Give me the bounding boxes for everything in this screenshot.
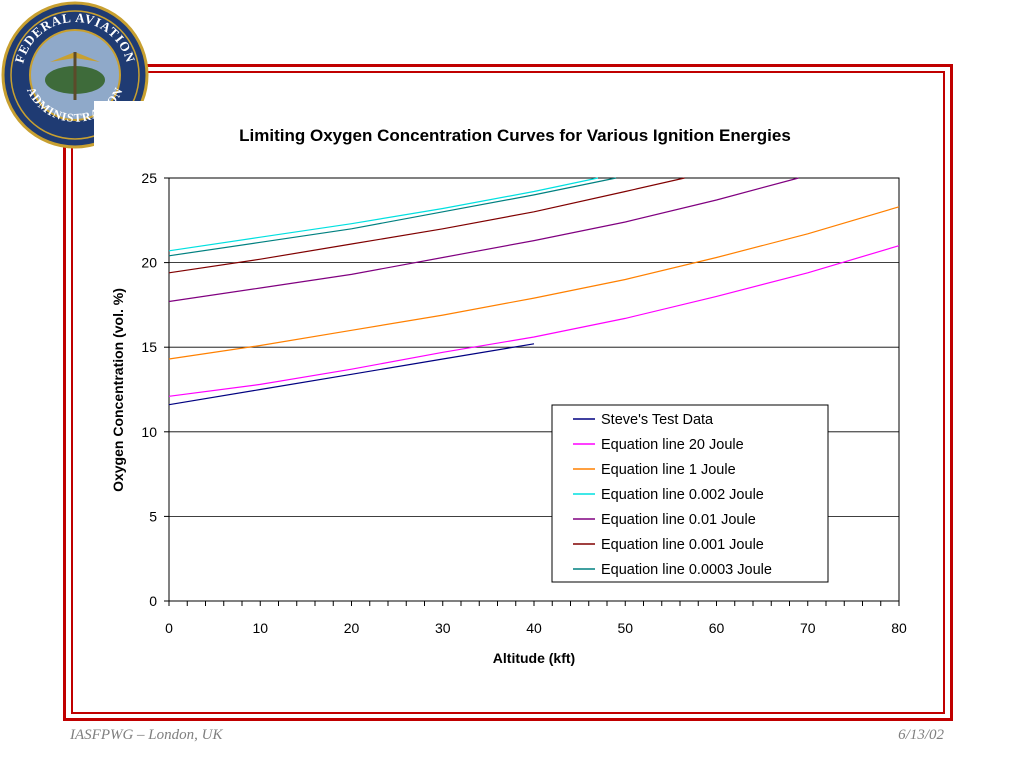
y-tick-label: 5 <box>149 508 157 524</box>
series-line-6 <box>168 177 617 257</box>
series-line-3 <box>168 177 599 252</box>
series-line-4 <box>168 177 799 303</box>
x-tick-label: 80 <box>891 620 907 636</box>
legend-label: Equation line 0.01 Joule <box>601 512 756 528</box>
x-tick-label: 0 <box>165 620 173 636</box>
x-tick-label: 20 <box>344 620 360 636</box>
y-tick-label: 15 <box>141 339 157 355</box>
x-tick-label: 50 <box>617 620 633 636</box>
series-line-5 <box>168 177 685 274</box>
legend-label: Equation line 0.001 Joule <box>601 537 764 553</box>
y-tick-label: 10 <box>141 424 157 440</box>
legend-label: Equation line 0.0003 Joule <box>601 562 772 578</box>
slide-frame-outer <box>63 64 953 721</box>
y-tick-label: 20 <box>141 255 157 271</box>
y-tick-label: 0 <box>149 593 157 609</box>
chart-title: Limiting Oxygen Concentration Curves for… <box>239 126 791 145</box>
x-axis-label: Altitude (kft) <box>493 650 575 666</box>
y-axis-label: Oxygen Concentration (vol. %) <box>110 288 126 492</box>
legend-box <box>551 404 829 583</box>
series-line-0 <box>168 343 535 406</box>
x-tick-label: 40 <box>526 620 542 636</box>
x-tick-label: 10 <box>252 620 268 636</box>
legend-label: Equation line 0.002 Joule <box>601 487 764 503</box>
footer-conference: IASFPWG – London, UK <box>70 727 223 743</box>
slide-frame-inner <box>71 71 945 714</box>
legend-label: Equation line 1 Joule <box>601 462 736 478</box>
x-tick-label: 70 <box>800 620 816 636</box>
y-tick-label: 25 <box>141 170 157 186</box>
x-tick-label: 60 <box>709 620 725 636</box>
legend-label: Equation line 20 Joule <box>601 437 744 453</box>
chart-legend: Steve's Test Data Equation line 20 Joule E… <box>551 404 829 583</box>
chart-ticks: 0 5 10 15 20 25 0 10 20 30 40 50 60 70 80 <box>141 170 907 636</box>
chart-series <box>168 177 900 406</box>
seal-mask <box>94 101 144 146</box>
series-line-1 <box>168 245 900 397</box>
x-tick-label: 30 <box>435 620 451 636</box>
legend-label: Steve's Test Data <box>601 412 714 428</box>
footer-date: 6/13/02 <box>898 727 944 743</box>
series-line-2 <box>168 206 900 360</box>
